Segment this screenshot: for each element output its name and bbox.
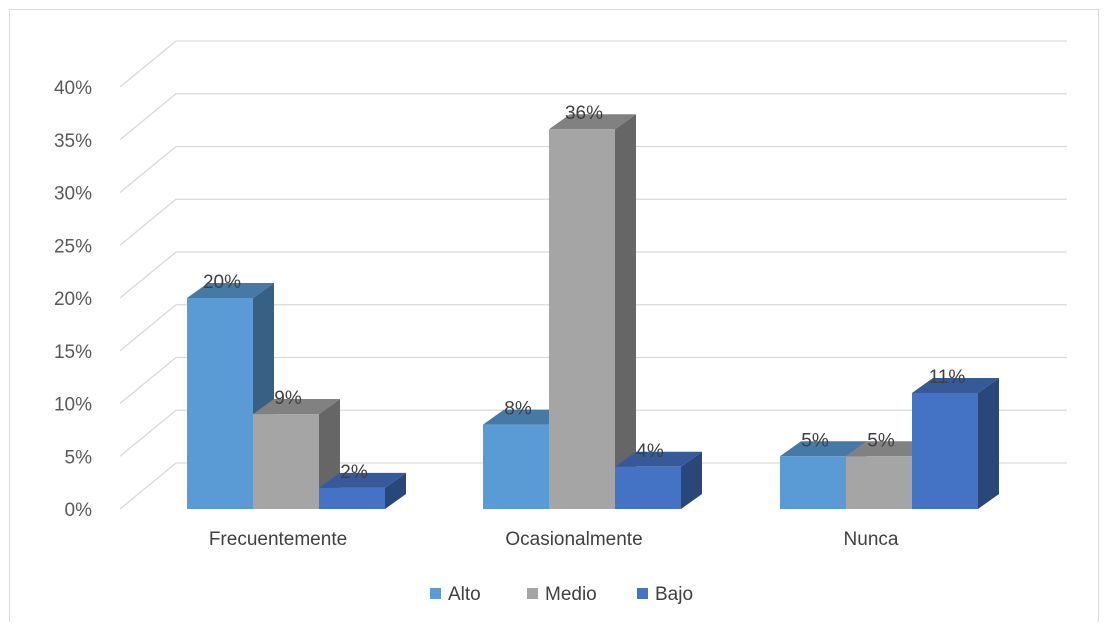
data-label-alto-0: 20% xyxy=(203,272,241,293)
legend: Alto Medio Bajo xyxy=(430,584,693,605)
gridlines xyxy=(119,40,1067,510)
y-axis-ticks: 0% 5% 10% 15% 20% 25% 30% 35% 40% xyxy=(54,78,92,521)
legend-label: Medio xyxy=(545,584,597,605)
gridline xyxy=(119,251,1067,299)
data-label-medio-0: 9% xyxy=(274,388,302,409)
bar-medio-0 xyxy=(253,399,340,509)
legend-swatch xyxy=(527,588,538,599)
bar-bajo-1 xyxy=(615,451,702,509)
data-label-alto-2: 5% xyxy=(801,430,829,451)
legend-item-bajo: Bajo xyxy=(637,584,693,605)
legend-item-medio: Medio xyxy=(527,584,597,605)
y-tick-label: 20% xyxy=(54,289,92,310)
y-tick-label: 25% xyxy=(54,236,92,257)
gridline xyxy=(119,462,1067,510)
legend-swatch xyxy=(637,588,648,599)
gridline xyxy=(119,409,1067,457)
gridline xyxy=(119,40,1067,88)
y-tick-label: 30% xyxy=(54,184,92,205)
data-label-bajo-1: 4% xyxy=(636,441,664,462)
gridline xyxy=(119,93,1067,141)
bars xyxy=(187,114,999,509)
y-tick-label: 10% xyxy=(54,395,92,416)
bar-medio-1 xyxy=(549,114,636,509)
legend-label: Bajo xyxy=(655,584,693,605)
bar-bajo-2 xyxy=(912,377,999,509)
y-tick-label: 15% xyxy=(54,342,92,363)
gridline xyxy=(119,304,1067,352)
legend-label: Alto xyxy=(448,584,481,605)
data-labels: 20% 9% 2% 8% 36% 4% 5% 5% 11% xyxy=(203,103,965,483)
gridline xyxy=(119,356,1067,405)
data-label-bajo-2: 11% xyxy=(929,367,966,388)
y-tick-label: 5% xyxy=(65,447,93,468)
gridline xyxy=(119,198,1067,246)
y-tick-label: 35% xyxy=(54,131,92,152)
gridline xyxy=(119,145,1067,194)
legend-item-alto: Alto xyxy=(430,584,481,605)
data-label-medio-1: 36% xyxy=(565,103,603,124)
data-label-medio-2: 5% xyxy=(867,430,895,451)
x-category-label: Ocasionalmente xyxy=(505,529,642,550)
legend-swatch xyxy=(430,588,441,599)
bar-bajo-0 xyxy=(319,472,406,509)
y-tick-label: 40% xyxy=(54,78,92,99)
x-axis-categories: Frecuentemente Ocasionalmente Nunca xyxy=(209,529,899,550)
x-category-label: Nunca xyxy=(844,529,899,550)
data-label-alto-1: 8% xyxy=(504,399,532,420)
data-label-bajo-0: 2% xyxy=(340,462,368,483)
y-tick-label: 0% xyxy=(65,500,93,521)
x-category-label: Frecuentemente xyxy=(209,529,347,550)
